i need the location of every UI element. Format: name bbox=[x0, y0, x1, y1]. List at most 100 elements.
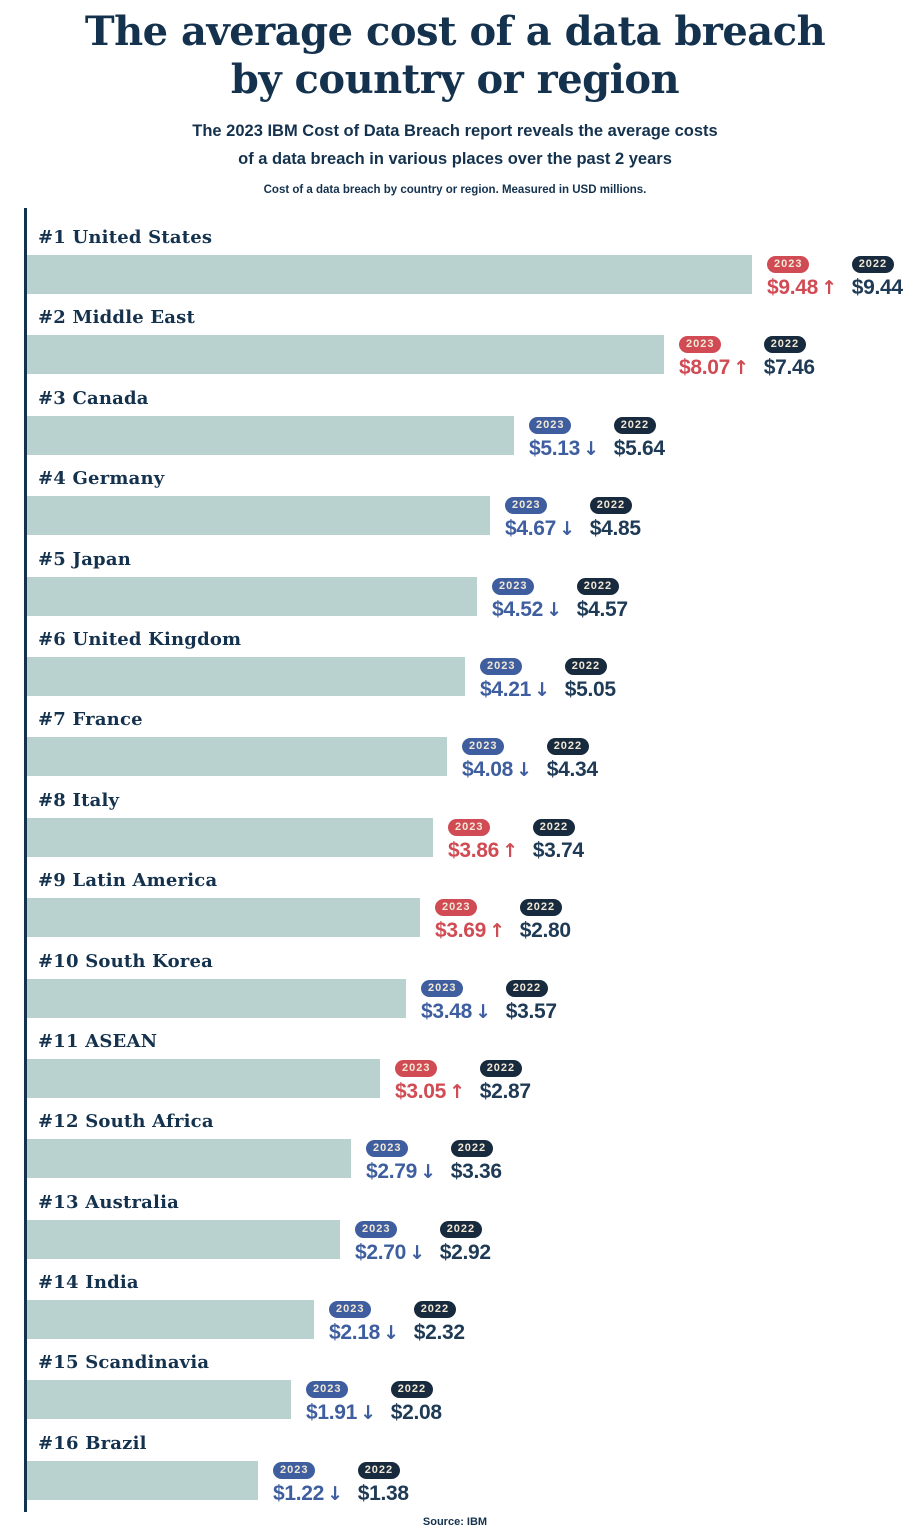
cost-value-2023: $1.22 ↓ bbox=[273, 1481, 343, 1505]
cost-value-2022: $2.87 bbox=[479, 1079, 531, 1103]
year-2022-column: 2022 $3.74 bbox=[532, 818, 584, 862]
title-line-1: The average cost of a data breach bbox=[84, 8, 826, 55]
trend-arrow-icon: ↓ bbox=[420, 1161, 436, 1184]
cost-value-2022: $3.74 bbox=[532, 838, 584, 862]
year-badge-2022: 2022 bbox=[357, 1461, 401, 1479]
cost-value-2023: $4.08 ↓ bbox=[462, 758, 532, 782]
year-2022-column: 2022 $2.92 bbox=[439, 1220, 491, 1264]
country-rank-label: #9 Latin America bbox=[38, 870, 218, 892]
country-rank-label: #14 India bbox=[38, 1272, 139, 1294]
country-row: #9 Latin America 2023 $3.69 ↑ 2022 $2.80 bbox=[27, 871, 907, 951]
country-row: #14 India 2023 $2.18 ↓ 2022 $2.32 bbox=[27, 1273, 907, 1353]
year-badge-2023: 2023 bbox=[329, 1301, 372, 1319]
cost-bar bbox=[27, 576, 477, 616]
cost-bar bbox=[27, 1058, 380, 1098]
cost-value-2023: $1.91 ↓ bbox=[306, 1401, 376, 1425]
subtitle-line-2: of a data breach in various places over … bbox=[238, 150, 672, 168]
year-badge-2022: 2022 bbox=[450, 1140, 494, 1158]
trend-arrow-icon: ↓ bbox=[516, 759, 532, 782]
source-credit: Source: IBM bbox=[422, 1516, 488, 1528]
year-2022-column: 2022 $2.80 bbox=[519, 898, 571, 943]
subtitle-line-1: The 2023 IBM Cost of Data Breach report … bbox=[192, 122, 718, 140]
cost-value-2022: $2.08 bbox=[390, 1401, 442, 1425]
year-2022-column: 2022 $7.46 bbox=[763, 335, 815, 378]
year-2022-column: 2022 $3.57 bbox=[505, 979, 557, 1022]
year-2023-column: 2023 $4.08 ↓ bbox=[462, 737, 532, 780]
year-2022-column: 2022 $2.08 bbox=[390, 1380, 442, 1425]
cost-value-2022: $2.92 bbox=[439, 1240, 491, 1264]
country-row: #6 United Kingdom 2023 $4.21 ↓ 2022 $5.05 bbox=[27, 628, 907, 710]
country-row: #15 Scandinavia 2023 $1.91 ↓ 2022 $2.08 bbox=[27, 1353, 907, 1433]
year-2022-column: 2022 $4.85 bbox=[589, 496, 641, 539]
country-rank-label: #2 Middle East bbox=[38, 307, 195, 329]
cost-bar bbox=[27, 898, 420, 938]
trend-arrow-icon: ↓ bbox=[534, 678, 550, 701]
year-2022-column: 2022 $5.64 bbox=[613, 416, 665, 459]
year-badge-2022: 2022 bbox=[546, 738, 590, 756]
country-rank-label: #8 Italy bbox=[38, 789, 120, 811]
country-row: #1 United States 2023 $9.48 ↑ 2022 $9.44 bbox=[27, 228, 907, 308]
year-badge-2022: 2022 bbox=[413, 1301, 457, 1319]
country-rank-label: #1 United States bbox=[38, 227, 213, 248]
year-2023-column: 2023 $9.48 ↑ bbox=[767, 255, 837, 298]
cost-value-2023: $2.70 ↓ bbox=[355, 1240, 425, 1264]
trend-arrow-icon: ↑ bbox=[489, 920, 505, 943]
cost-value-2023: $3.05 ↑ bbox=[395, 1079, 465, 1103]
country-row: #5 Japan 2023 $4.52 ↓ 2022 $4.57 bbox=[27, 549, 907, 630]
year-badge-2022: 2022 bbox=[390, 1381, 434, 1399]
country-row: #8 Italy 2023 $3.86 ↑ 2022 $3.74 bbox=[27, 789, 907, 871]
cost-value-2023: $4.67 ↓ bbox=[505, 517, 575, 541]
year-2022-column: 2022 $4.57 bbox=[576, 577, 628, 621]
year-2023-column: 2023 $2.79 ↓ bbox=[366, 1139, 436, 1182]
cost-bar bbox=[27, 978, 406, 1018]
year-2023-column: 2023 $3.86 ↑ bbox=[448, 818, 518, 861]
cost-value-2022: $9.44 bbox=[851, 276, 903, 299]
cost-value-2022: $5.05 bbox=[564, 677, 616, 701]
cost-value-2022: $4.57 bbox=[576, 597, 628, 621]
cost-value-2023: $5.13 ↓ bbox=[529, 436, 599, 460]
cost-value-2022: $2.80 bbox=[519, 919, 571, 943]
year-badge-2023: 2023 bbox=[306, 1381, 349, 1399]
year-badge-2023: 2023 bbox=[366, 1140, 409, 1158]
trend-arrow-icon: ↓ bbox=[409, 1241, 425, 1264]
year-badge-2022: 2022 bbox=[532, 818, 576, 836]
country-rank-label: #10 South Korea bbox=[38, 950, 214, 972]
trend-arrow-icon: ↓ bbox=[360, 1402, 376, 1425]
cost-value-2023: $4.52 ↓ bbox=[492, 597, 562, 621]
page-title: The average cost of a data breach by cou… bbox=[0, 8, 910, 104]
cost-bar bbox=[27, 255, 752, 294]
cost-bar bbox=[27, 1219, 340, 1259]
country-rank-label: #11 ASEAN bbox=[38, 1030, 158, 1052]
year-2022-column: 2022 $2.87 bbox=[479, 1059, 531, 1103]
year-badge-2023: 2023 bbox=[529, 416, 572, 434]
year-2022-column: 2022 $5.05 bbox=[564, 657, 616, 701]
year-badge-2023: 2023 bbox=[435, 899, 478, 917]
country-row: #4 Germany 2023 $4.67 ↓ 2022 $4.85 bbox=[27, 469, 907, 549]
cost-value-2023: $9.48 ↑ bbox=[767, 276, 837, 299]
year-2022-column: 2022 $1.38 bbox=[357, 1461, 409, 1504]
year-2023-column: 2023 $2.18 ↓ bbox=[329, 1300, 399, 1343]
trend-arrow-icon: ↑ bbox=[733, 357, 749, 380]
year-badge-2023: 2023 bbox=[480, 657, 523, 675]
year-2022-column: 2022 $4.34 bbox=[546, 737, 598, 780]
year-badge-2022: 2022 bbox=[851, 256, 895, 273]
country-row: #2 Middle East 2023 $8.07 ↑ 2022 $7.46 bbox=[27, 308, 907, 388]
year-badge-2023: 2023 bbox=[355, 1220, 398, 1238]
year-badge-2023: 2023 bbox=[679, 336, 722, 354]
trend-arrow-icon: ↓ bbox=[559, 518, 575, 541]
year-badge-2023: 2023 bbox=[448, 818, 491, 836]
year-badge-2022: 2022 bbox=[576, 577, 620, 595]
year-badge-2023: 2023 bbox=[395, 1059, 438, 1077]
cost-bar bbox=[27, 1380, 291, 1420]
year-2023-column: 2023 $5.13 ↓ bbox=[529, 416, 599, 459]
chart-header: The average cost of a data breach by cou… bbox=[0, 8, 910, 196]
year-2022-column: 2022 $2.32 bbox=[413, 1300, 465, 1345]
year-badge-2022: 2022 bbox=[564, 657, 608, 675]
country-rank-label: #3 Canada bbox=[38, 387, 149, 409]
trend-arrow-icon: ↓ bbox=[475, 1000, 491, 1023]
country-rank-label: #6 United Kingdom bbox=[38, 628, 242, 650]
year-2023-column: 2023 $3.05 ↑ bbox=[395, 1059, 465, 1102]
cost-value-2022: $2.32 bbox=[413, 1321, 465, 1345]
cost-bar bbox=[27, 737, 447, 777]
country-row: #10 South Korea 2023 $3.48 ↓ 2022 $3.57 bbox=[27, 950, 907, 1032]
